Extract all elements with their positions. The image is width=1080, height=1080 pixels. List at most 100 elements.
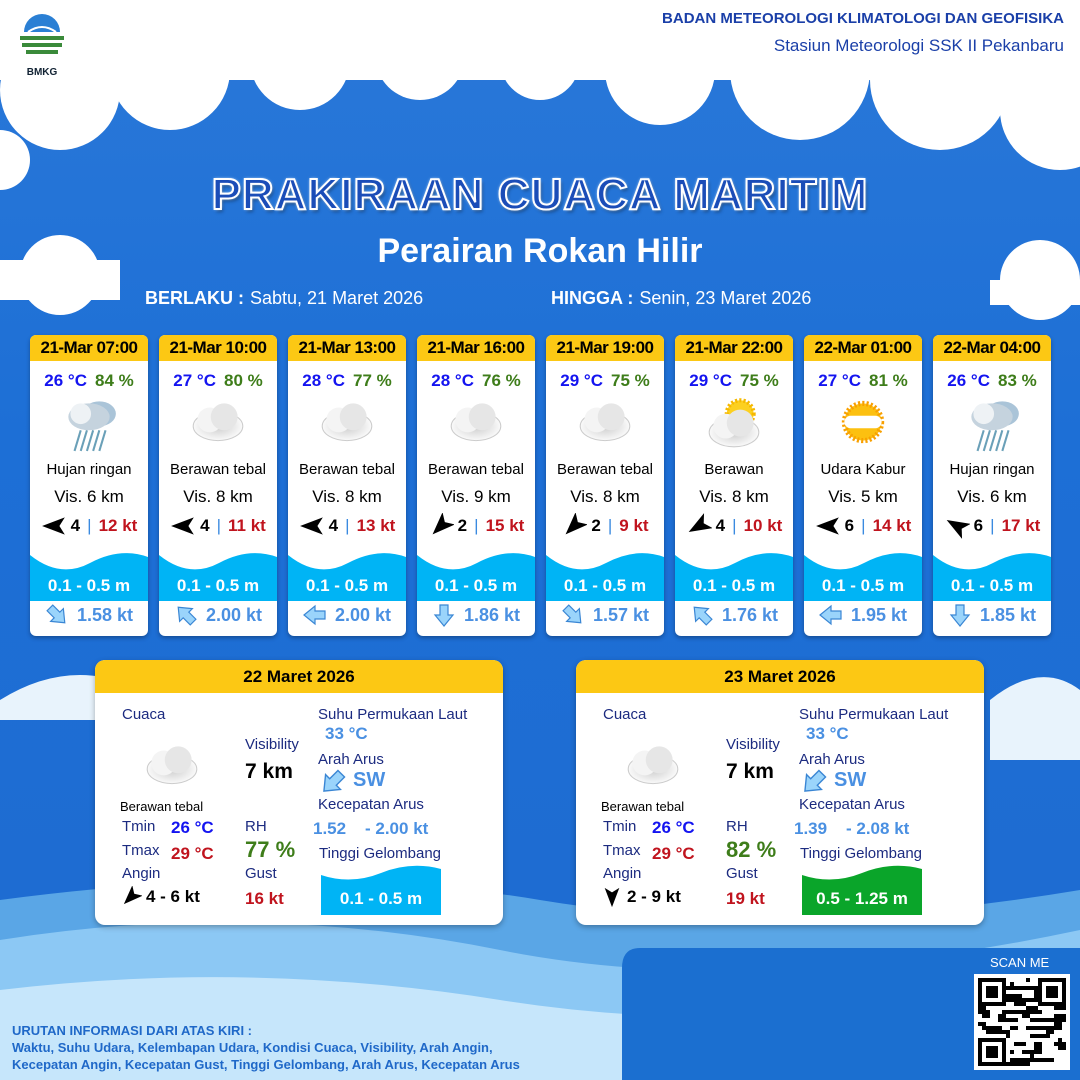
legend-line: Waktu, Suhu Udara, Kelembapan Udara, Kon… <box>12 1040 493 1055</box>
gust-speed: 12 kt <box>98 516 138 535</box>
sst-label: Suhu Permukaan Laut <box>799 706 949 723</box>
weather-condition: Berawan tebal <box>601 799 685 814</box>
valid-from-date: Sabtu, 21 Maret 2026 <box>250 288 424 308</box>
visibility-label: Visibility <box>726 736 780 753</box>
weather-condition: Berawan tebal <box>120 799 204 814</box>
air-temperature: 27 °C <box>818 371 861 390</box>
wind-speed: 6 <box>973 516 984 535</box>
wave-height: 0.1 - 0.5 m <box>305 576 389 595</box>
visibility: Vis. 6 km <box>957 487 1027 506</box>
air-temperature: 29 °C <box>560 371 603 390</box>
wind-range: 2 - 9 kt <box>627 887 681 906</box>
scan-label: SCAN ME <box>990 955 1050 970</box>
current-speed: 1.76 kt <box>721 604 779 625</box>
daily-date: 22 Maret 2026 <box>95 660 503 693</box>
current-speed-min: 1.39 <box>794 819 828 838</box>
wind-speed: 4 <box>70 516 81 535</box>
sst-value: 33 °C <box>806 724 849 743</box>
wind-range: 4 - 6 kt <box>146 887 200 906</box>
cloud-icon <box>192 403 244 442</box>
forecast-card: 21-Mar 22:00 29 °C 75 % Berawan Vis. 8 km… <box>675 335 793 636</box>
wave-graphic <box>675 553 793 601</box>
air-temperature: 28 °C <box>431 371 474 390</box>
gust-value: 16 kt <box>245 889 284 908</box>
bmkg-logo: BMKG <box>14 12 70 78</box>
wave-graphic <box>288 553 406 601</box>
current-direction-icon <box>949 604 971 627</box>
visibility: Vis. 5 km <box>828 487 898 506</box>
legend-title: URUTAN INFORMASI DARI ATAS KIRI : <box>12 1023 252 1038</box>
tmin-value: 26 °C <box>652 818 695 837</box>
current-direction-icon <box>323 769 346 792</box>
tmin-value: 26 °C <box>171 818 214 837</box>
wind-direction-icon <box>41 517 65 535</box>
current-speed: 1.58 kt <box>76 604 134 625</box>
wave-label: Tinggi Gelombang <box>800 845 923 862</box>
tmin-label: Tmin <box>603 818 637 835</box>
current-direction-label: Arah Arus <box>318 751 384 768</box>
gust-speed: 14 kt <box>872 516 912 535</box>
divider: | <box>732 516 737 535</box>
air-temperature: 26 °C <box>44 371 87 390</box>
rh-value: 77 % <box>245 837 296 862</box>
current-speed-label: Kecepatan Arus <box>799 796 905 813</box>
legend-line: Kecepatan Angin, Kecepatan Gust, Tinggi … <box>12 1057 520 1072</box>
wave-height: 0.1 - 0.5 m <box>692 576 776 595</box>
forecast-time: 21-Mar 19:00 <box>546 335 664 361</box>
gust-label: Gust <box>245 865 277 882</box>
forecast-card: 21-Mar 07:00 26 °C 84 % Hujan ringan Vis.… <box>30 335 148 636</box>
rh-label: RH <box>726 818 748 835</box>
divider: | <box>87 516 92 535</box>
wave-graphic <box>933 553 1051 601</box>
tmax-value: 29 °C <box>652 844 695 863</box>
current-direction-icon <box>562 604 582 624</box>
sst-label: Suhu Permukaan Laut <box>318 706 468 723</box>
current-direction-icon <box>804 769 827 792</box>
cloud-icon <box>321 403 373 442</box>
wind-direction-icon <box>123 886 142 905</box>
tmax-value: 29 °C <box>171 844 214 863</box>
wind-direction-icon <box>815 517 839 535</box>
cloud-icon <box>450 403 502 442</box>
air-temperature: 29 °C <box>689 371 732 390</box>
valid-to-date: Senin, 23 Maret 2026 <box>639 288 812 308</box>
daily-panel: 23 Maret 2026 Cuaca Berawan tebal Tmin 2… <box>576 660 984 925</box>
gust-speed: 10 kt <box>743 516 783 535</box>
forecast-card: 21-Mar 19:00 29 °C 75 % Berawan tebal Vis… <box>546 335 664 636</box>
current-speed: 1.57 kt <box>592 604 650 625</box>
wind-speed: 4 <box>715 516 726 535</box>
partly-cloudy-icon <box>708 398 760 448</box>
wind-direction-icon <box>171 517 194 535</box>
visibility: Vis. 8 km <box>312 487 382 506</box>
cloud-icon <box>146 746 198 785</box>
air-temperature: 28 °C <box>302 371 345 390</box>
station-name: Stasiun Meteorologi SSK II Pekanbaru <box>773 36 1064 55</box>
wave-height: 0.1 - 0.5 m <box>434 576 518 595</box>
qr-code[interactable] <box>974 974 1070 1070</box>
current-direction-icon <box>303 604 326 626</box>
weather-condition: Hujan ringan <box>46 461 132 478</box>
wave-graphic <box>546 553 664 601</box>
humidity: 75 % <box>610 371 650 390</box>
wave-height: 0.1 - 0.5 m <box>563 576 647 595</box>
rh-label: RH <box>245 818 267 835</box>
visibility: Vis. 6 km <box>54 487 124 506</box>
current-direction-value: SW <box>353 769 386 791</box>
wind-direction-icon <box>604 887 620 908</box>
sst-value: 33 °C <box>325 724 368 743</box>
wave-height: 0.1 - 0.5 m <box>176 576 260 595</box>
visibility-value: 7 km <box>726 760 774 783</box>
visibility: Vis. 8 km <box>570 487 640 506</box>
divider: | <box>990 516 995 535</box>
wind-direction-icon <box>299 517 323 535</box>
wave-height: 0.1 - 0.5 m <box>339 889 423 908</box>
gust-label: Gust <box>726 865 758 882</box>
current-direction-icon <box>177 606 197 626</box>
forecast-time: 21-Mar 22:00 <box>675 335 793 361</box>
cloud-icon <box>579 403 631 442</box>
visibility: Vis. 9 km <box>441 487 511 506</box>
current-speed-max: - 2.08 kt <box>846 819 910 838</box>
forecast-card: 21-Mar 13:00 28 °C 77 % Berawan tebal Vis… <box>288 335 406 636</box>
page-subtitle: Perairan Rokan Hilir <box>377 232 703 270</box>
